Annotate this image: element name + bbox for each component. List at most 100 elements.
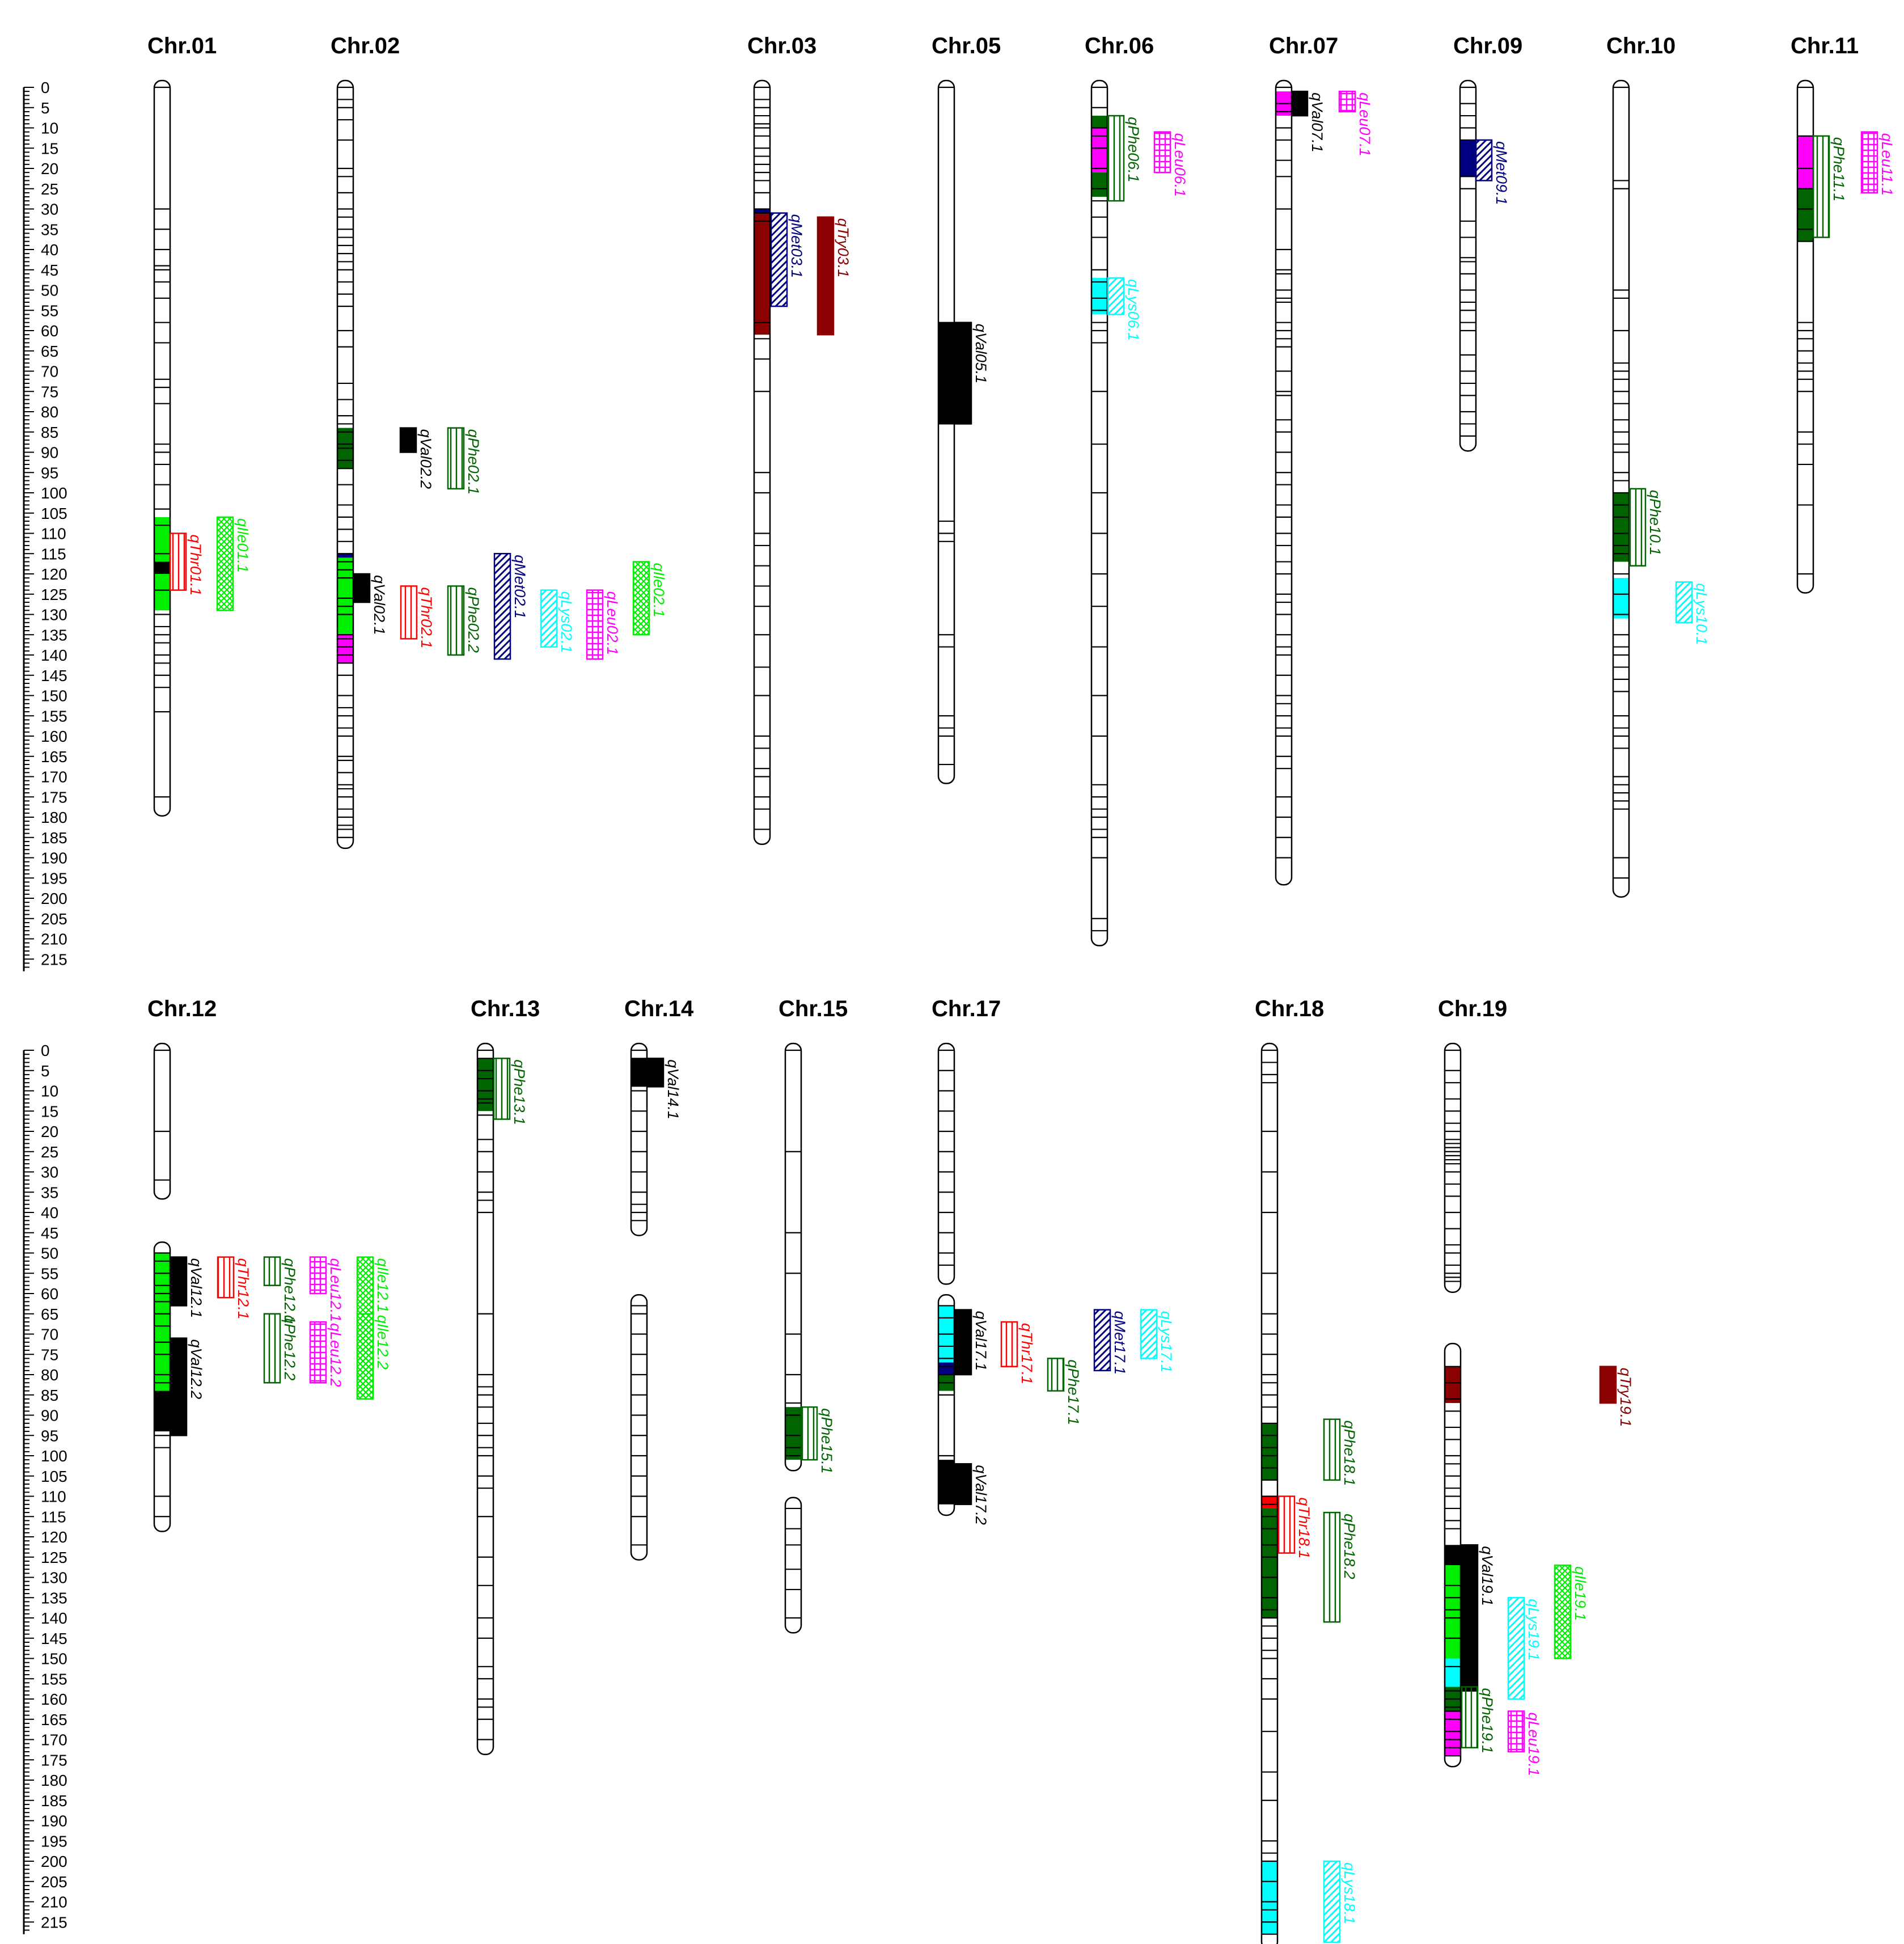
- chromosome-chr-05: Chr.05 qVal05.1: [932, 33, 1001, 784]
- colored-region: [1460, 140, 1476, 177]
- qtl-label: qThr12.1: [235, 1258, 252, 1320]
- qtl-bar: [170, 1337, 188, 1436]
- chromosome-segment: [937, 1042, 955, 1285]
- axis-tick-label: 110: [41, 1488, 66, 1506]
- qtl-qthr02-1: qThr02.1: [400, 585, 435, 649]
- qtl-bar: [1554, 1564, 1572, 1659]
- axis-tick-label: 90: [41, 1407, 58, 1425]
- colored-region: [785, 1407, 801, 1460]
- chromosome-title: Chr.10: [1606, 33, 1675, 58]
- chromosome-segment: [336, 79, 354, 850]
- qtl-bar: [170, 1256, 188, 1307]
- qtl-bar: [1323, 1511, 1341, 1623]
- chromosome-title: Chr.06: [1085, 33, 1154, 58]
- qtl-qphe19-1: qPhe19.1: [1461, 1686, 1496, 1753]
- axis-tick-label: 195: [41, 1832, 67, 1850]
- chromosome-chr-15: Chr.15 qPhe15.1: [778, 996, 848, 1634]
- chromosome-title: Chr.09: [1453, 33, 1522, 58]
- chromosome-segment: [1444, 1342, 1462, 1768]
- chromosome-title: Chr.01: [147, 33, 217, 58]
- axis-tick-label: 65: [41, 343, 58, 360]
- axis-tick-label: 215: [41, 1913, 67, 1931]
- qtl-label: qThr17.1: [1018, 1323, 1035, 1384]
- chromosome-chr-11: Chr.11 qPhe11.1 qLeu11.1: [1791, 33, 1895, 594]
- axis-tick-label: 105: [41, 1468, 67, 1485]
- qtl-label: qLeu02.1: [604, 591, 621, 656]
- qtl-qile19-1: qIle19.1: [1554, 1564, 1589, 1659]
- chromosome-chr-17: Chr.17 qVal17.1 qThr17.1 qPhe17.1 qMet17.1 qL…: [932, 996, 1175, 1525]
- axis-tick-label: 20: [41, 1123, 58, 1140]
- axis-tick-label: 115: [41, 545, 66, 563]
- axis-tick-label: 90: [41, 444, 58, 462]
- chromosome-segment: [476, 1042, 494, 1756]
- axis-tick-label: 15: [41, 140, 58, 157]
- qtl-qthr18-1: qThr18.1: [1277, 1495, 1313, 1559]
- qtl-bar: [447, 427, 465, 490]
- qtl-label: qPhe13.1: [511, 1059, 528, 1125]
- axis-tick-label: 150: [41, 687, 67, 705]
- qtl-qval12-2: qVal12.2: [170, 1337, 205, 1436]
- qtl-bar: [493, 553, 511, 660]
- axis-tick-label: 130: [41, 606, 67, 624]
- chromosome-chr-01: Chr.01 qThr01.1 qIle01.1: [147, 33, 251, 817]
- qtl-qphe18-1: qPhe18.1: [1323, 1418, 1358, 1486]
- axis-tick-label: 35: [41, 221, 58, 238]
- axis-tick-label: 170: [41, 768, 67, 786]
- axis-tick-label: 145: [41, 667, 67, 684]
- qtl-label: qThr18.1: [1296, 1498, 1313, 1559]
- qtl-label: qIle12.2: [374, 1315, 391, 1370]
- chromosome-title: Chr.19: [1438, 996, 1507, 1021]
- qtl-bar: [1675, 581, 1693, 624]
- axis-tick-label: 25: [41, 180, 58, 198]
- chromosome-segment: [1796, 79, 1814, 594]
- qtl-bar: [1292, 90, 1309, 117]
- colored-region: [631, 1058, 647, 1087]
- qtl-bar: [169, 533, 187, 591]
- qtl-label: qThr02.1: [418, 587, 435, 648]
- qtl-label: qLeu19.1: [1525, 1712, 1542, 1776]
- qtl-bar: [816, 216, 835, 336]
- qtl-bar: [770, 212, 788, 307]
- qtl-qval19-1: qVal19.1: [1461, 1544, 1496, 1692]
- colored-region: [1613, 493, 1629, 562]
- axis-tick-label: 170: [41, 1731, 67, 1749]
- qtl-bar: [586, 589, 604, 660]
- colored-region: [1613, 578, 1629, 619]
- chromosome-segment: [753, 79, 771, 845]
- qtl-qtry03-1: qTry03.1: [816, 216, 852, 336]
- qtl-qphe02-1: qPhe02.1: [447, 427, 482, 495]
- axis-tick-label: 55: [41, 1265, 58, 1282]
- chromosome-segment: [784, 1497, 802, 1634]
- qtl-label: qVal12.2: [188, 1339, 205, 1400]
- axis-tick-label: 120: [41, 565, 67, 583]
- axis-tick-label: 95: [41, 464, 58, 481]
- colored-region: [938, 1362, 954, 1375]
- chromosome-segment: [1090, 79, 1108, 946]
- colored-region: [1262, 1861, 1277, 1934]
- axis-tick-label: 0: [41, 1042, 50, 1059]
- axis-tick-label: 75: [41, 383, 58, 400]
- qtl-qleu06-1: qLeu06.1: [1153, 131, 1188, 197]
- chromosome-chr-02: Chr.02 qVal02.2 qPhe02.1 qVal02.1 qThr02.1 qP…: [331, 33, 667, 850]
- qtl-bar: [1461, 1686, 1479, 1749]
- qtl-label: qLys10.1: [1693, 583, 1710, 645]
- chromosome-chr-07: Chr.07 qVal07.1 qLeu07.1: [1269, 33, 1373, 886]
- qtl-bar: [493, 1058, 511, 1120]
- colored-region: [1091, 278, 1107, 315]
- chromosome-segment: [937, 1294, 955, 1516]
- axis-tick-label: 135: [41, 1589, 67, 1607]
- qtl-qleu02-1: qLeu02.1: [586, 589, 621, 660]
- qtl-label: qVal02.2: [417, 429, 434, 489]
- axis-tick-label: 50: [41, 282, 58, 299]
- colored-region: [337, 553, 353, 558]
- chromosome-segment: [1459, 79, 1477, 452]
- qtl-qlys18-1: qLys18.1: [1323, 1860, 1358, 1943]
- axis-tick-label: 185: [41, 829, 67, 847]
- axis-tick-label: 175: [41, 1751, 67, 1769]
- qtl-label: qLeu07.1: [1356, 92, 1373, 157]
- qtl-bar: [1628, 488, 1647, 567]
- qtl-qphe11-1: qPhe11.1: [1812, 135, 1847, 238]
- chromosome-segment: [937, 79, 955, 784]
- axis-tick-label: 175: [41, 788, 67, 806]
